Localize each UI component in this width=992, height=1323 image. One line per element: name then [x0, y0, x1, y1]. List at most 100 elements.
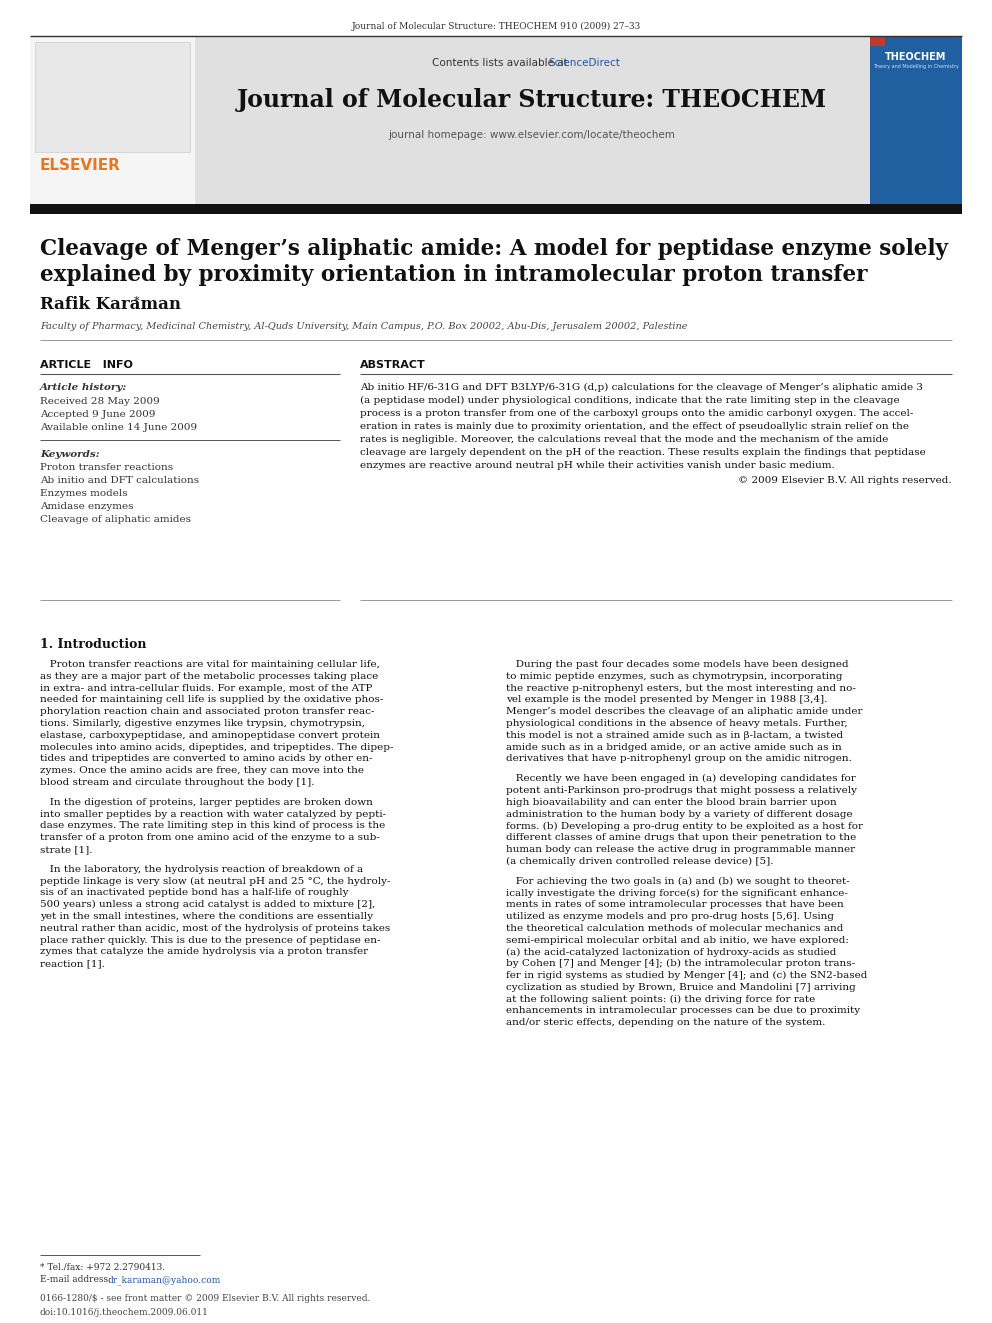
Text: yet in the small intestines, where the conditions are essentially: yet in the small intestines, where the c…: [40, 912, 373, 921]
Text: semi-empirical molecular orbital and ab initio, we have explored:: semi-empirical molecular orbital and ab …: [506, 935, 849, 945]
Text: Journal of Molecular Structure: THEOCHEM: Journal of Molecular Structure: THEOCHEM: [237, 89, 827, 112]
Text: Enzymes models: Enzymes models: [40, 490, 128, 497]
Text: Faculty of Pharmacy, Medicinal Chemistry, Al-Quds University, Main Campus, P.O. : Faculty of Pharmacy, Medicinal Chemistry…: [40, 321, 687, 331]
Text: ARTICLE   INFO: ARTICLE INFO: [40, 360, 133, 370]
Text: (a peptidase model) under physiological conditions, indicate that the rate limit: (a peptidase model) under physiological …: [360, 396, 900, 405]
Text: and/or steric effects, depending on the nature of the system.: and/or steric effects, depending on the …: [506, 1019, 825, 1027]
Text: Cleavage of aliphatic amides: Cleavage of aliphatic amides: [40, 515, 191, 524]
Text: Ab initio HF/6-31G and DFT B3LYP/6-31G (d,p) calculations for the cleavage of Me: Ab initio HF/6-31G and DFT B3LYP/6-31G (…: [360, 382, 923, 392]
Text: this model is not a strained amide such as in β-lactam, a twisted: this model is not a strained amide such …: [506, 730, 843, 740]
Text: In the digestion of proteins, larger peptides are broken down: In the digestion of proteins, larger pep…: [40, 798, 373, 807]
Text: high bioavailability and can enter the blood brain barrier upon: high bioavailability and can enter the b…: [506, 798, 836, 807]
Bar: [195, 36, 870, 204]
Text: 1. Introduction: 1. Introduction: [40, 638, 147, 651]
Text: enzymes are reactive around neutral pH while their activities vanish under basic: enzymes are reactive around neutral pH w…: [360, 460, 834, 470]
Text: dr_karaman@yahoo.com: dr_karaman@yahoo.com: [108, 1275, 221, 1285]
Text: utilized as enzyme models and pro pro-drug hosts [5,6]. Using: utilized as enzyme models and pro pro-dr…: [506, 912, 834, 921]
Text: Proton transfer reactions: Proton transfer reactions: [40, 463, 174, 472]
Text: into smaller peptides by a reaction with water catalyzed by pepti-: into smaller peptides by a reaction with…: [40, 810, 386, 819]
Text: E-mail address:: E-mail address:: [40, 1275, 114, 1285]
Text: explained by proximity orientation in intramolecular proton transfer: explained by proximity orientation in in…: [40, 265, 867, 286]
Text: 500 years) unless a strong acid catalyst is added to mixture [2],: 500 years) unless a strong acid catalyst…: [40, 900, 375, 909]
Text: (a) the acid-catalyzed lactonization of hydroxy-acids as studied: (a) the acid-catalyzed lactonization of …: [506, 947, 836, 957]
Text: amide such as in a bridged amide, or an active amide such as in: amide such as in a bridged amide, or an …: [506, 742, 842, 751]
Text: by Cohen [7] and Menger [4]; (b) the intramolecular proton trans-: by Cohen [7] and Menger [4]; (b) the int…: [506, 959, 855, 968]
Text: Article history:: Article history:: [40, 382, 127, 392]
Text: in extra- and intra-cellular fluids. For example, most of the ATP: in extra- and intra-cellular fluids. For…: [40, 684, 372, 693]
Text: at the following salient points: (i) the driving force for rate: at the following salient points: (i) the…: [506, 995, 815, 1004]
Text: ABSTRACT: ABSTRACT: [360, 360, 426, 370]
Bar: [870, 36, 962, 204]
Text: administration to the human body by a variety of different dosage: administration to the human body by a va…: [506, 810, 853, 819]
Text: © 2009 Elsevier B.V. All rights reserved.: © 2009 Elsevier B.V. All rights reserved…: [738, 476, 952, 486]
Text: * Tel./fax: +972 2.2790413.: * Tel./fax: +972 2.2790413.: [40, 1263, 165, 1271]
Text: to mimic peptide enzymes, such as chymotrypsin, incorporating: to mimic peptide enzymes, such as chymot…: [506, 672, 842, 681]
Text: 0166-1280/$ - see front matter © 2009 Elsevier B.V. All rights reserved.: 0166-1280/$ - see front matter © 2009 El…: [40, 1294, 370, 1303]
Text: cleavage are largely dependent on the pH of the reaction. These results explain : cleavage are largely dependent on the pH…: [360, 448, 926, 456]
Bar: [35, 42, 190, 152]
Text: the reactive p-nitrophenyl esters, but the most interesting and no-: the reactive p-nitrophenyl esters, but t…: [506, 684, 856, 693]
Text: tides and tripeptides are converted to amino acids by other en-: tides and tripeptides are converted to a…: [40, 754, 373, 763]
Text: Keywords:: Keywords:: [40, 450, 99, 459]
Text: Rafik Karaman: Rafik Karaman: [40, 296, 181, 314]
Text: THEOCHEM: THEOCHEM: [885, 52, 946, 62]
Text: process is a proton transfer from one of the carboxyl groups onto the amidic car: process is a proton transfer from one of…: [360, 409, 914, 418]
Text: tions. Similarly, digestive enzymes like trypsin, chymotrypsin,: tions. Similarly, digestive enzymes like…: [40, 718, 365, 728]
Bar: [870, 36, 885, 46]
Text: ELSEVIER: ELSEVIER: [40, 157, 121, 173]
Text: ScienceDirect: ScienceDirect: [548, 58, 620, 67]
Text: eration in rates is mainly due to proximity orientation, and the effect of pseud: eration in rates is mainly due to proxim…: [360, 422, 909, 431]
Text: vel example is the model presented by Menger in 1988 [3,4].: vel example is the model presented by Me…: [506, 696, 827, 704]
Text: ically investigate the driving force(s) for the significant enhance-: ically investigate the driving force(s) …: [506, 889, 848, 897]
Text: journal homepage: www.elsevier.com/locate/theochem: journal homepage: www.elsevier.com/locat…: [389, 130, 676, 140]
Text: as they are a major part of the metabolic processes taking place: as they are a major part of the metaboli…: [40, 672, 378, 681]
Text: the theoretical calculation methods of molecular mechanics and: the theoretical calculation methods of m…: [506, 923, 843, 933]
Text: neutral rather than acidic, most of the hydrolysis of proteins takes: neutral rather than acidic, most of the …: [40, 923, 390, 933]
Text: blood stream and circulate throughout the body [1].: blood stream and circulate throughout th…: [40, 778, 314, 787]
Text: strate [1].: strate [1].: [40, 845, 92, 855]
Text: needed for maintaining cell life is supplied by the oxidative phos-: needed for maintaining cell life is supp…: [40, 696, 383, 704]
Text: doi:10.1016/j.theochem.2009.06.011: doi:10.1016/j.theochem.2009.06.011: [40, 1308, 209, 1316]
Text: (a chemically driven controlled release device) [5].: (a chemically driven controlled release …: [506, 857, 774, 867]
Text: transfer of a proton from one amino acid of the enzyme to a sub-: transfer of a proton from one amino acid…: [40, 833, 380, 843]
Text: derivatives that have p-nitrophenyl group on the amidic nitrogen.: derivatives that have p-nitrophenyl grou…: [506, 754, 852, 763]
Text: *: *: [134, 296, 140, 306]
Text: Cleavage of Menger’s aliphatic amide: A model for peptidase enzyme solely: Cleavage of Menger’s aliphatic amide: A …: [40, 238, 948, 261]
Text: Menger’s model describes the cleavage of an aliphatic amide under: Menger’s model describes the cleavage of…: [506, 708, 862, 716]
Text: potent anti-Parkinson pro-prodrugs that might possess a relatively: potent anti-Parkinson pro-prodrugs that …: [506, 786, 857, 795]
Text: reaction [1].: reaction [1].: [40, 959, 105, 968]
Text: enhancements in intramolecular processes can be due to proximity: enhancements in intramolecular processes…: [506, 1007, 860, 1015]
Text: Ab initio and DFT calculations: Ab initio and DFT calculations: [40, 476, 199, 486]
Text: zymes. Once the amino acids are free, they can move into the: zymes. Once the amino acids are free, th…: [40, 766, 364, 775]
Text: zymes that catalyze the amide hydrolysis via a proton transfer: zymes that catalyze the amide hydrolysis…: [40, 947, 368, 957]
Text: Received 28 May 2009: Received 28 May 2009: [40, 397, 160, 406]
Bar: [30, 36, 195, 204]
Text: forms. (b) Developing a pro-drug entity to be exploited as a host for: forms. (b) Developing a pro-drug entity …: [506, 822, 863, 831]
Text: During the past four decades some models have been designed: During the past four decades some models…: [506, 660, 848, 669]
Text: Available online 14 June 2009: Available online 14 June 2009: [40, 423, 197, 433]
Text: molecules into amino acids, dipeptides, and tripeptides. The dipep-: molecules into amino acids, dipeptides, …: [40, 742, 394, 751]
Text: different classes of amine drugs that upon their penetration to the: different classes of amine drugs that up…: [506, 833, 856, 843]
Bar: [30, 204, 962, 214]
Text: sis of an inactivated peptide bond has a half-life of roughly: sis of an inactivated peptide bond has a…: [40, 889, 348, 897]
Text: elastase, carboxypeptidase, and aminopeptidase convert protein: elastase, carboxypeptidase, and aminopep…: [40, 730, 380, 740]
Text: peptide linkage is very slow (at neutral pH and 25 °C, the hydroly-: peptide linkage is very slow (at neutral…: [40, 877, 391, 885]
Text: fer in rigid systems as studied by Menger [4]; and (c) the SN2-based: fer in rigid systems as studied by Menge…: [506, 971, 867, 980]
Text: human body can release the active drug in programmable manner: human body can release the active drug i…: [506, 845, 855, 855]
Text: ments in rates of some intramolecular processes that have been: ments in rates of some intramolecular pr…: [506, 900, 844, 909]
Text: Accepted 9 June 2009: Accepted 9 June 2009: [40, 410, 156, 419]
Text: cyclization as studied by Brown, Bruice and Mandolini [7] arriving: cyclization as studied by Brown, Bruice …: [506, 983, 856, 992]
Text: For achieving the two goals in (a) and (b) we sought to theoret-: For achieving the two goals in (a) and (…: [506, 877, 850, 885]
Text: place rather quickly. This is due to the presence of peptidase en-: place rather quickly. This is due to the…: [40, 935, 381, 945]
Text: In the laboratory, the hydrolysis reaction of breakdown of a: In the laboratory, the hydrolysis reacti…: [40, 865, 363, 873]
Text: Amidase enzymes: Amidase enzymes: [40, 501, 134, 511]
Text: physiological conditions in the absence of heavy metals. Further,: physiological conditions in the absence …: [506, 718, 847, 728]
Text: Recently we have been engaged in (a) developing candidates for: Recently we have been engaged in (a) dev…: [506, 774, 856, 783]
Text: Contents lists available at: Contents lists available at: [432, 58, 571, 67]
Text: phorylation reaction chain and associated proton transfer reac-: phorylation reaction chain and associate…: [40, 708, 374, 716]
Text: dase enzymes. The rate limiting step in this kind of process is the: dase enzymes. The rate limiting step in …: [40, 822, 385, 831]
Text: rates is negligible. Moreover, the calculations reveal that the mode and the mec: rates is negligible. Moreover, the calcu…: [360, 435, 889, 445]
Text: Proton transfer reactions are vital for maintaining cellular life,: Proton transfer reactions are vital for …: [40, 660, 380, 669]
Text: Journal of Molecular Structure: THEOCHEM 910 (2009) 27–33: Journal of Molecular Structure: THEOCHEM…: [351, 22, 641, 32]
Text: Theory and Modelling in Chemistry: Theory and Modelling in Chemistry: [873, 64, 959, 69]
